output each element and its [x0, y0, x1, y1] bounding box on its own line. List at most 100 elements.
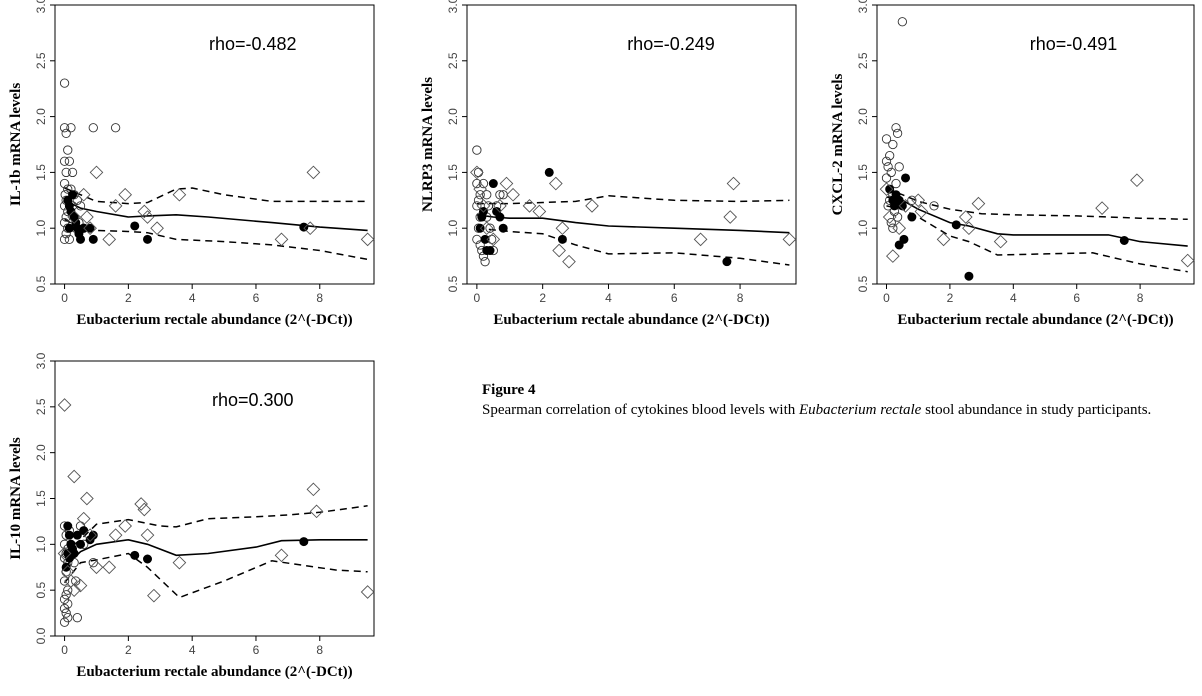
- data-point-diamond: [102, 232, 117, 247]
- data-point-filled-circle: [130, 550, 140, 560]
- data-point-filled-circle: [72, 530, 82, 540]
- data-point-diamond: [476, 199, 491, 213]
- data-point-open-circle: [110, 123, 121, 133]
- data-point-diamond: [118, 519, 133, 533]
- data-point-open-circle: [495, 190, 505, 200]
- y-axis-title: CXCL-2 mRNA levels: [830, 74, 846, 216]
- data-point-open-circle: [66, 123, 76, 133]
- data-point-open-circle: [59, 234, 70, 245]
- data-point-open-circle: [63, 599, 73, 609]
- data-point-diamond: [118, 187, 133, 202]
- rho-annotation: rho=-0.249: [627, 34, 715, 54]
- data-point-open-circle: [64, 234, 75, 245]
- y-tick-label: 0.5: [446, 275, 460, 292]
- rho-annotation: rho=0.300: [212, 390, 294, 410]
- data-point-diamond: [172, 187, 187, 202]
- data-point-open-circle: [63, 184, 73, 194]
- caption-text-italic: Eubacterium rectale: [799, 402, 922, 418]
- figure-caption: Figure 4 Spearman correlation of cytokin…: [482, 380, 1192, 420]
- data-point-filled-circle: [299, 537, 309, 547]
- data-point-open-circle: [59, 594, 70, 604]
- data-point-diamond: [360, 585, 375, 599]
- data-point-diamond: [67, 210, 81, 224]
- upper-band-line: [64, 505, 368, 553]
- data-point-diamond: [306, 482, 321, 497]
- data-point-diamond: [548, 176, 563, 191]
- data-point-filled-circle: [64, 223, 74, 233]
- data-point-diamond: [1095, 201, 1109, 215]
- y-tick-label: 2.0: [34, 108, 48, 125]
- data-point-diamond: [172, 555, 187, 570]
- data-point-open-circle: [472, 145, 482, 155]
- data-point-open-circle: [881, 173, 892, 183]
- data-point-diamond: [80, 210, 94, 224]
- data-point-diamond: [57, 398, 72, 412]
- data-point-open-circle: [59, 603, 70, 614]
- data-point-open-circle: [888, 139, 898, 150]
- y-tick-label: 2.5: [34, 398, 48, 415]
- data-point-filled-circle: [68, 190, 78, 200]
- data-point-open-circle: [888, 223, 898, 233]
- y-tick-label: 0.5: [34, 582, 48, 599]
- data-point-diamond: [726, 176, 741, 191]
- y-tick-label: 0.0: [34, 627, 48, 644]
- data-point-filled-circle: [557, 234, 567, 244]
- upper-band-line: [476, 195, 790, 205]
- data-point-filled-circle: [85, 223, 95, 233]
- plot-frame: [466, 4, 797, 285]
- chart-panel-nlrp3: 0 2 4 6 8 0.5 1.0 1.5 2.0 2.5 3.0 Eubacterium recta…: [412, 0, 804, 344]
- data-point-diamond: [1180, 253, 1195, 268]
- data-point-filled-circle: [76, 539, 86, 549]
- data-point-filled-circle: [498, 223, 508, 233]
- data-point-diamond: [552, 243, 566, 258]
- y-axis-title: IL-1b mRNA levels: [8, 83, 24, 206]
- data-point-open-circle: [64, 156, 75, 166]
- x-tick-label: 8: [737, 291, 744, 305]
- data-point-diamond: [470, 165, 484, 180]
- figure-caption-title: Figure 4: [482, 382, 536, 398]
- x-axis-title: Eubacterium rectale abundance (2^(-DCt)): [76, 312, 352, 328]
- x-tick-label: 0: [883, 291, 890, 305]
- lower-band-line: [886, 205, 1188, 273]
- data-point-diamond: [140, 528, 155, 543]
- data-point-diamond: [89, 560, 104, 575]
- data-point-open-circle: [897, 17, 908, 27]
- data-point-diamond: [137, 502, 152, 517]
- data-point-open-circle: [883, 162, 893, 172]
- data-point-open-circle: [61, 590, 71, 600]
- data-point-open-circle: [480, 257, 490, 267]
- data-point-filled-circle: [79, 526, 89, 536]
- data-point-diamond: [522, 199, 537, 213]
- data-point-open-circle: [881, 134, 892, 144]
- data-point-filled-circle: [130, 221, 140, 231]
- data-point-diamond: [309, 504, 324, 519]
- data-point-diamond: [150, 221, 164, 236]
- plot-frame: [54, 4, 375, 285]
- data-point-open-circle: [59, 156, 70, 166]
- lower-band-line: [64, 218, 368, 261]
- chart-panel-cxcl2: 0 2 4 6 8 0.5 1.0 1.5 2.0 2.5 3.0 Eubacterium recta…: [822, 0, 1202, 344]
- data-point-open-circle: [75, 201, 86, 211]
- data-point-diamond: [914, 204, 929, 219]
- fit-line: [476, 214, 790, 234]
- data-point-diamond: [882, 210, 897, 224]
- data-point-open-circle: [59, 78, 70, 88]
- data-point-open-circle: [72, 195, 82, 205]
- x-tick-label: 6: [671, 291, 678, 305]
- data-point-diamond: [555, 221, 570, 236]
- data-point-open-circle: [72, 613, 82, 623]
- data-point-diamond: [532, 204, 547, 219]
- x-tick-label: 8: [1137, 291, 1144, 305]
- x-tick-label: 2: [125, 291, 132, 305]
- x-tick-label: 2: [947, 291, 954, 305]
- data-point-open-circle: [67, 167, 78, 178]
- data-point-open-circle: [59, 178, 70, 189]
- x-tick-label: 8: [316, 291, 323, 305]
- data-point-open-circle: [475, 240, 485, 250]
- chart-cxcl2: 0 2 4 6 8 0.5 1.0 1.5 2.0 2.5 3.0 Eubacterium recta…: [830, 0, 1195, 328]
- data-point-diamond: [506, 187, 520, 202]
- data-point-diamond: [585, 199, 599, 213]
- data-point-filled-circle: [485, 246, 495, 256]
- data-point-filled-circle: [951, 220, 961, 230]
- x-axis-title: Eubacterium rectale abundance (2^(-DCt)): [897, 312, 1173, 328]
